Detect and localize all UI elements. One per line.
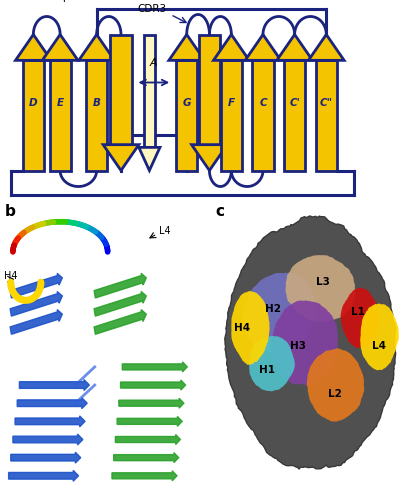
Polygon shape xyxy=(138,148,159,171)
Text: H1: H1 xyxy=(259,365,274,375)
Text: B: B xyxy=(93,98,100,108)
Text: L1: L1 xyxy=(350,308,364,318)
FancyArrow shape xyxy=(94,274,146,298)
Polygon shape xyxy=(252,60,273,170)
Text: CDR3: CDR3 xyxy=(137,4,166,15)
FancyArrow shape xyxy=(112,471,176,481)
Polygon shape xyxy=(315,60,336,170)
Text: CDR1: CDR1 xyxy=(195,0,226,2)
Polygon shape xyxy=(231,291,269,364)
Text: L4: L4 xyxy=(371,340,385,350)
Polygon shape xyxy=(224,216,395,469)
Polygon shape xyxy=(23,60,44,170)
Text: L2: L2 xyxy=(328,389,342,399)
FancyArrow shape xyxy=(117,416,182,426)
Polygon shape xyxy=(308,34,343,60)
Polygon shape xyxy=(198,34,219,144)
Text: H4: H4 xyxy=(4,271,18,281)
Polygon shape xyxy=(191,144,227,171)
Polygon shape xyxy=(213,34,249,60)
Polygon shape xyxy=(103,144,138,171)
FancyArrow shape xyxy=(15,416,85,427)
Polygon shape xyxy=(244,34,280,60)
FancyArrow shape xyxy=(122,362,187,372)
Polygon shape xyxy=(249,336,294,392)
FancyArrow shape xyxy=(19,380,89,390)
Polygon shape xyxy=(276,34,312,60)
Polygon shape xyxy=(86,60,107,170)
Polygon shape xyxy=(285,255,356,322)
Text: G: G xyxy=(182,98,190,108)
Polygon shape xyxy=(15,34,51,60)
Polygon shape xyxy=(270,300,337,385)
Polygon shape xyxy=(78,34,114,60)
Text: L4: L4 xyxy=(159,226,171,236)
Polygon shape xyxy=(143,34,155,148)
FancyArrow shape xyxy=(10,310,62,334)
Polygon shape xyxy=(306,348,363,422)
Polygon shape xyxy=(242,272,315,353)
FancyArrow shape xyxy=(11,452,81,463)
Polygon shape xyxy=(359,304,398,370)
FancyArrow shape xyxy=(119,398,183,408)
Text: C": C" xyxy=(319,98,332,108)
Text: H2: H2 xyxy=(265,304,280,314)
Polygon shape xyxy=(110,34,131,144)
Polygon shape xyxy=(340,288,379,348)
Text: H4: H4 xyxy=(234,322,249,332)
Text: L3: L3 xyxy=(315,277,329,287)
Text: C': C' xyxy=(289,98,299,108)
Polygon shape xyxy=(169,34,204,60)
Text: b: b xyxy=(4,204,15,218)
FancyArrow shape xyxy=(94,310,146,334)
Text: A: A xyxy=(150,58,157,68)
Text: C: C xyxy=(259,98,266,108)
FancyArrow shape xyxy=(120,380,185,390)
Text: D: D xyxy=(29,98,38,108)
Polygon shape xyxy=(50,60,71,170)
Text: CDR2: CDR2 xyxy=(294,0,325,2)
Text: D-E Loop: D-E Loop xyxy=(24,0,70,2)
FancyArrow shape xyxy=(13,434,83,445)
FancyArrow shape xyxy=(94,292,146,316)
FancyArrow shape xyxy=(17,398,87,408)
FancyArrow shape xyxy=(10,292,62,316)
FancyArrow shape xyxy=(10,274,62,298)
Polygon shape xyxy=(220,60,241,170)
Polygon shape xyxy=(283,60,304,170)
Polygon shape xyxy=(42,34,78,60)
FancyArrow shape xyxy=(115,434,180,444)
Polygon shape xyxy=(176,60,197,170)
FancyArrow shape xyxy=(114,452,178,462)
Text: c: c xyxy=(215,204,224,218)
FancyArrow shape xyxy=(9,470,78,481)
Text: H3: H3 xyxy=(290,340,305,350)
Text: F: F xyxy=(227,98,234,108)
Text: E: E xyxy=(57,98,64,108)
